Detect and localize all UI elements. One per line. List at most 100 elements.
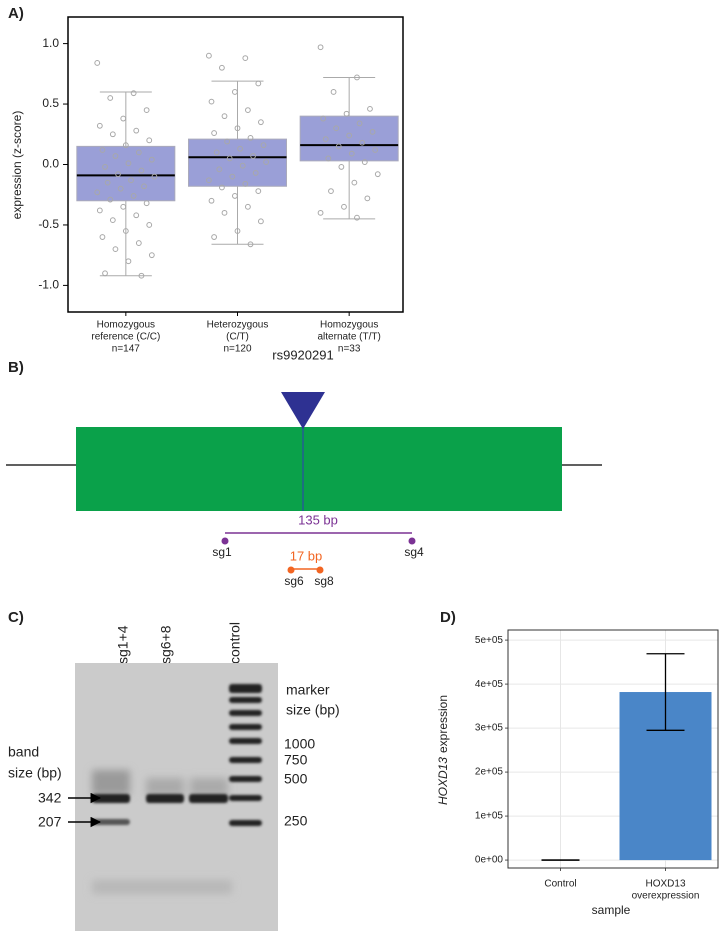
- y-tick-label: 4e+05: [475, 679, 504, 690]
- data-point: [229, 173, 236, 180]
- data-point: [226, 155, 233, 162]
- data-point: [208, 98, 215, 105]
- data-point: [206, 177, 212, 184]
- data-point: [250, 153, 257, 159]
- data-point: [99, 234, 106, 240]
- box: [76, 145, 176, 202]
- distance-label: 17 bp: [290, 548, 323, 563]
- data-point: [234, 228, 241, 234]
- y-tick-label: 5e+05: [475, 635, 504, 646]
- panel-c: C) sg1+4 sg6+8 control marker size (: [8, 609, 340, 931]
- data-point: [96, 122, 103, 129]
- y-tick-label: 1.0: [42, 36, 59, 50]
- x-tick-label: n=33: [338, 344, 361, 355]
- x-tick-label: n=147: [112, 344, 141, 355]
- data-point: [141, 183, 147, 190]
- y-tick-label: 2e+05: [475, 767, 504, 778]
- data-point: [364, 195, 371, 202]
- plot-frame: [507, 629, 719, 869]
- panel-label: C): [8, 609, 24, 626]
- data-point: [102, 270, 108, 277]
- guide-label: sg8: [314, 574, 334, 588]
- data-point: [122, 228, 129, 234]
- data-point: [148, 156, 155, 163]
- data-point: [263, 159, 270, 165]
- data-point: [338, 164, 345, 170]
- lane-label: sg6+8: [158, 625, 174, 664]
- marker-title: marker: [286, 682, 330, 698]
- data-point: [356, 120, 363, 127]
- x-tick-label: Homozygous: [320, 320, 378, 331]
- marker-size: 1000: [284, 736, 315, 752]
- data-point: [372, 147, 379, 153]
- x-axis-label: sample: [592, 903, 631, 917]
- data-point: [255, 188, 262, 194]
- data-point: [206, 52, 212, 59]
- x-tick-label: alternate (T/T): [317, 332, 380, 343]
- data-point: [135, 149, 142, 156]
- data-point: [247, 241, 254, 248]
- x-tick-label: n=120: [223, 344, 252, 355]
- y-axis-label-gene: HOXD13: [436, 757, 450, 805]
- data-point: [130, 193, 137, 199]
- data-point: [232, 89, 238, 95]
- guide-dot: [221, 537, 229, 545]
- data-point: [115, 171, 121, 178]
- data-point: [94, 60, 101, 66]
- guide-dot: [408, 537, 416, 545]
- snp-marker: [281, 392, 325, 429]
- data-point: [125, 258, 132, 265]
- data-point: [125, 160, 132, 167]
- data-point: [143, 200, 150, 207]
- data-point: [317, 44, 324, 51]
- data-point: [374, 171, 381, 178]
- y-tick-label: -0.5: [38, 217, 59, 231]
- data-point: [219, 184, 225, 191]
- box: [188, 138, 287, 187]
- data-point: [242, 180, 249, 187]
- data-point: [135, 240, 142, 246]
- y-axis-label-text: expression: [436, 695, 450, 753]
- data-point: [346, 132, 353, 139]
- data-point: [351, 179, 358, 186]
- y-axis-label: HOXD13 expression: [436, 695, 450, 805]
- x-tick-label: reference (C/C): [91, 332, 160, 343]
- guide-dot: [287, 566, 295, 574]
- band-size: 207: [38, 814, 62, 830]
- data-point: [221, 113, 228, 120]
- data-point: [247, 135, 254, 141]
- data-point: [130, 90, 137, 97]
- data-point: [234, 125, 241, 132]
- data-point: [151, 173, 158, 180]
- data-point: [317, 209, 324, 216]
- distance-label: 135 bp: [298, 512, 338, 527]
- data-point: [128, 177, 134, 184]
- data-point: [245, 107, 251, 113]
- data-point: [354, 214, 360, 221]
- panel-label: D): [440, 609, 456, 626]
- x-tick-label: overexpression: [632, 891, 700, 902]
- guide-dot: [316, 566, 324, 574]
- data-point: [112, 246, 119, 253]
- marker-title: size (bp): [286, 702, 340, 718]
- band-title: size (bp): [8, 765, 62, 781]
- panel-b: B) rs9920291 135 bp sg1 sg4 17 bp sg6 sg…: [6, 347, 602, 588]
- data-point: [239, 162, 246, 169]
- data-point: [117, 185, 124, 192]
- data-point: [146, 137, 153, 144]
- data-point: [120, 115, 127, 122]
- data-point: [221, 209, 228, 216]
- x-tick-label: Heterozygous: [207, 320, 269, 331]
- band-title: band: [8, 744, 39, 760]
- y-tick-label: 1e+05: [475, 811, 504, 822]
- snp-label: rs9920291: [272, 347, 333, 362]
- data-point: [237, 145, 244, 152]
- band-size: 342: [38, 790, 62, 806]
- data-point: [99, 147, 106, 153]
- data-point: [112, 153, 119, 159]
- data-point: [341, 203, 347, 210]
- lane-label: control: [227, 622, 243, 664]
- data-point: [211, 234, 218, 240]
- data-point: [328, 188, 334, 194]
